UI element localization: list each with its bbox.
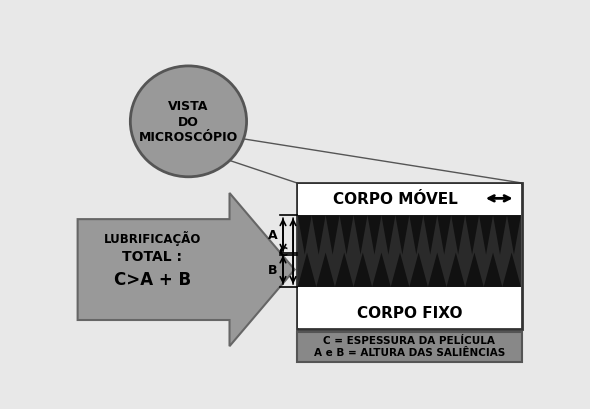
Polygon shape — [451, 216, 465, 255]
Bar — [298, 216, 521, 287]
Polygon shape — [447, 253, 465, 287]
Text: CORPO FIXO: CORPO FIXO — [356, 305, 462, 320]
Bar — [297, 332, 522, 362]
Text: DO: DO — [178, 116, 199, 128]
Polygon shape — [465, 253, 484, 287]
Polygon shape — [298, 216, 312, 255]
Polygon shape — [437, 216, 451, 255]
Polygon shape — [312, 216, 326, 255]
Text: MICROSCÓPIO: MICROSCÓPIO — [139, 131, 238, 144]
Polygon shape — [465, 216, 479, 255]
Bar — [297, 184, 522, 329]
Polygon shape — [409, 253, 428, 287]
Polygon shape — [484, 253, 502, 287]
Text: B: B — [268, 263, 277, 276]
Text: C>A + B: C>A + B — [114, 270, 191, 288]
Polygon shape — [409, 216, 423, 255]
Polygon shape — [316, 253, 335, 287]
Polygon shape — [353, 253, 372, 287]
Polygon shape — [493, 216, 507, 255]
Text: C = ESPESSURA DA PELÍCULA: C = ESPESSURA DA PELÍCULA — [323, 335, 495, 345]
Polygon shape — [395, 216, 409, 255]
Text: LUBRIFICAÇÃO: LUBRIFICAÇÃO — [104, 230, 201, 245]
Polygon shape — [428, 253, 447, 287]
Polygon shape — [479, 216, 493, 255]
Polygon shape — [507, 216, 521, 255]
Ellipse shape — [130, 67, 247, 178]
Polygon shape — [298, 253, 316, 287]
Bar — [298, 184, 521, 216]
Text: CORPO MÓVEL: CORPO MÓVEL — [333, 191, 458, 207]
Polygon shape — [423, 216, 437, 255]
Polygon shape — [372, 253, 391, 287]
Text: TOTAL :: TOTAL : — [122, 249, 182, 263]
Text: C: C — [278, 245, 288, 258]
Polygon shape — [502, 253, 521, 287]
Text: VISTA: VISTA — [168, 100, 209, 113]
Polygon shape — [335, 253, 353, 287]
Polygon shape — [391, 253, 409, 287]
Bar — [298, 287, 521, 329]
Polygon shape — [368, 216, 381, 255]
Text: A e B = ALTURA DAS SALIÊNCIAS: A e B = ALTURA DAS SALIÊNCIAS — [314, 348, 505, 357]
Polygon shape — [381, 216, 395, 255]
Polygon shape — [340, 216, 353, 255]
Text: A: A — [268, 229, 277, 242]
Polygon shape — [353, 216, 368, 255]
Polygon shape — [78, 193, 294, 346]
Polygon shape — [326, 216, 340, 255]
